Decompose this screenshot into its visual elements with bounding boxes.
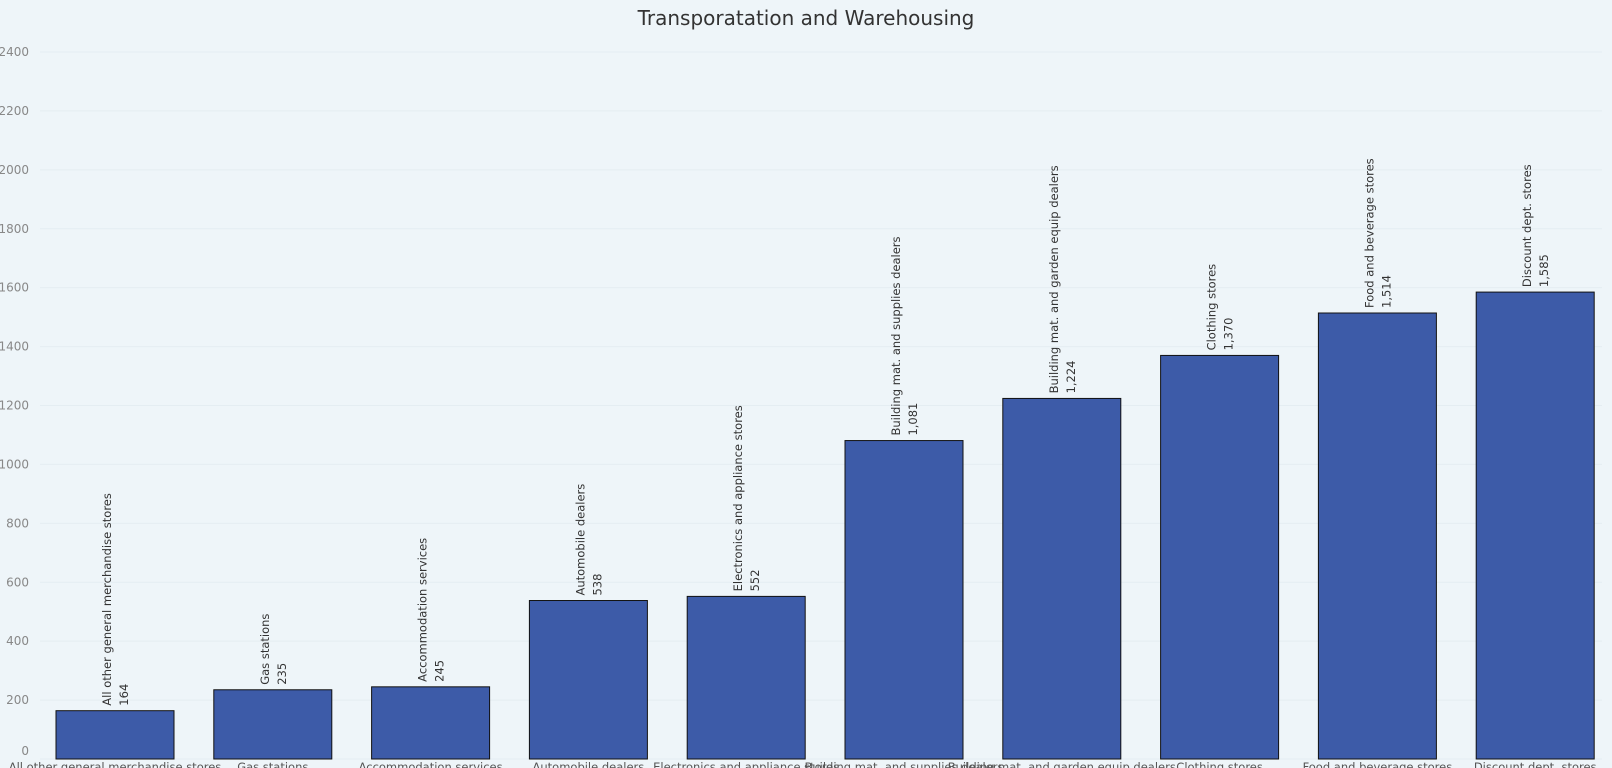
y-tick-label: 1000 (0, 457, 29, 471)
x-tick-label: Accommodation services (359, 760, 503, 768)
bars (55, 291, 1595, 760)
bar-annotation-value: 1,514 (1379, 275, 1393, 308)
bar (55, 710, 175, 760)
bar-annotation: Electronics and appliance stores 552 (731, 405, 762, 591)
bar-annotation-value: 1,370 (1222, 317, 1236, 350)
bar-annotation-category: Discount dept. stores (1520, 164, 1534, 287)
bar-annotation-value: 235 (275, 663, 289, 685)
bar-annotation: Discount dept. stores 1,585 (1520, 164, 1551, 287)
grid-layer (40, 51, 1602, 760)
bar-annotation-value: 1,081 (906, 403, 920, 436)
bar-annotation-category: Food and beverage stores (1362, 158, 1376, 308)
y-tick-label: 200 (6, 693, 29, 707)
y-tick-label: 800 (6, 516, 29, 530)
y-axis: 0 200 400 600 800 1000 1200 1400 1600 1800 2000 220… (0, 45, 29, 758)
bar (844, 440, 964, 760)
x-tick-label: Building mat. and supplies dealers (804, 760, 1003, 768)
x-tick-label: Building mat. and garden equip dealers (948, 760, 1176, 768)
bar-annotation: All other general merchandise stores 164 (100, 493, 131, 706)
bar (213, 689, 333, 760)
y-tick-label: 1400 (0, 340, 29, 354)
bar-annotation: Automobile dealers 538 (573, 484, 604, 596)
x-tick-label: Clothing stores (1176, 760, 1263, 768)
y-tick-label: 600 (6, 575, 29, 589)
bar-annotation-value: 1,224 (1064, 360, 1078, 393)
bar (1160, 354, 1280, 760)
bar-annotation-value: 552 (748, 569, 762, 591)
y-tick-label: 0 (21, 744, 29, 758)
bar-annotation-value: 164 (117, 684, 131, 706)
x-tick-label: Discount dept. stores (1474, 760, 1597, 768)
bar-annotation: Accommodation services 245 (416, 538, 447, 682)
bar-annotation-category: Building mat. and garden equip dealers (1047, 165, 1061, 393)
bar (1002, 397, 1122, 760)
x-tick-label: Food and beverage stores (1303, 760, 1453, 768)
y-tick-label: 1800 (0, 222, 29, 236)
bar (371, 686, 491, 760)
bar-annotation: Clothing stores 1,370 (1205, 264, 1236, 351)
bar-annotation-value: 1,585 (1537, 254, 1551, 287)
bar-annotations: All other general merchandise stores 164 G… (100, 158, 1551, 705)
chart-title: Transporatation and Warehousing (637, 6, 975, 30)
x-axis: All other general merchandise stores Gas … (9, 760, 1597, 768)
bar (686, 595, 806, 760)
x-tick-label: Gas stations (237, 760, 308, 768)
bar (1317, 312, 1437, 760)
y-tick-label: 2200 (0, 104, 29, 118)
bar-annotation-category: Gas stations (258, 614, 272, 685)
bar-annotation-value: 245 (433, 660, 447, 682)
bar-annotation: Food and beverage stores 1,514 (1362, 158, 1393, 308)
bar-annotation: Gas stations 235 (258, 614, 289, 685)
bar (528, 600, 648, 760)
y-tick-label: 1200 (0, 399, 29, 413)
y-tick-label: 1600 (0, 281, 29, 295)
bar-annotation: Building mat. and supplies dealers 1,081 (889, 236, 920, 435)
bar-annotation: Building mat. and garden equip dealers 1,… (1047, 165, 1078, 393)
y-tick-label: 400 (6, 634, 29, 648)
bar-annotation-value: 538 (590, 574, 604, 596)
x-tick-label: All other general merchandise stores (9, 760, 222, 768)
bar-annotation-category: Accommodation services (416, 538, 430, 682)
bar (1475, 291, 1595, 760)
bar-annotation-category: Clothing stores (1205, 264, 1219, 351)
x-tick-label: Automobile dealers (533, 760, 645, 768)
bar-annotation-category: Automobile dealers (573, 484, 587, 596)
bar-annotation-category: All other general merchandise stores (100, 493, 114, 706)
y-tick-label: 2000 (0, 163, 29, 177)
x-tick-label: Electronics and appliance stores (653, 760, 839, 768)
bar-annotation-category: Electronics and appliance stores (731, 405, 745, 591)
bar-annotation-category: Building mat. and supplies dealers (889, 236, 903, 435)
y-tick-label: 2400 (0, 45, 29, 59)
